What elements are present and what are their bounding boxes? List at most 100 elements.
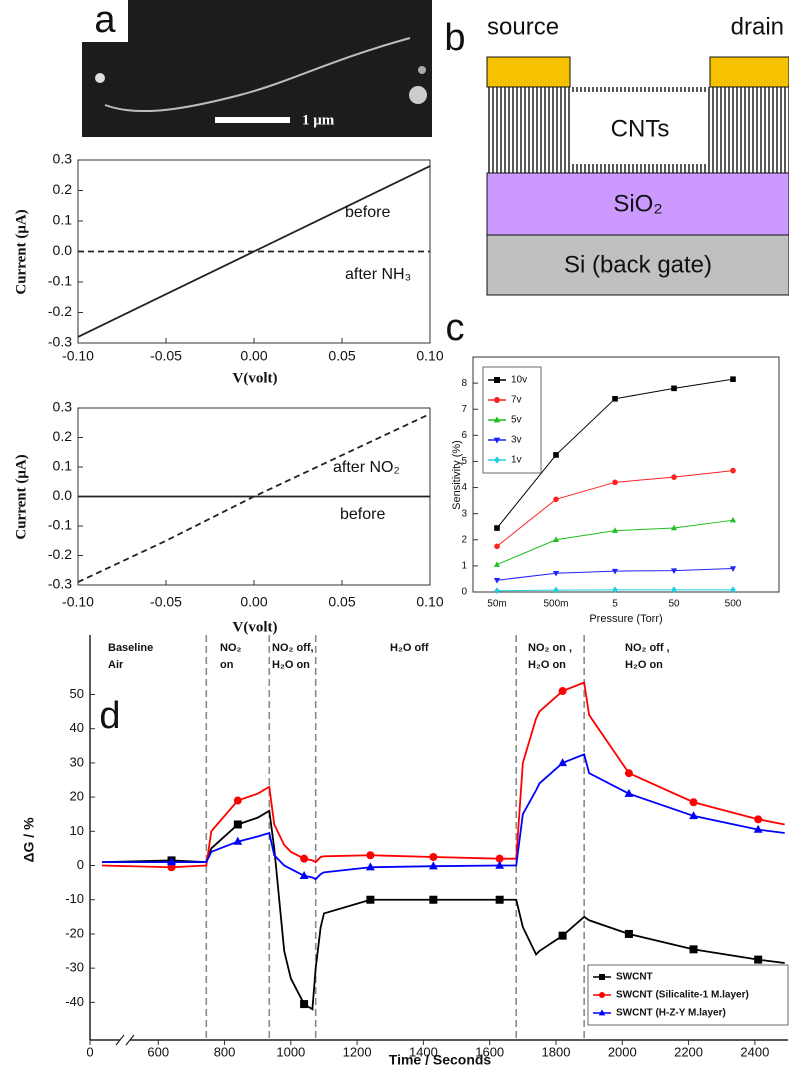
chart: -0.3 -0.2 -0.1 0.0 0.1 0.2 0.3 -0.10 -0.05 0.00 0.…	[13, 151, 443, 387]
marker	[671, 586, 677, 594]
y-tick-label: 6	[461, 430, 467, 441]
marker	[494, 587, 500, 595]
y-tick-label: 0.3	[53, 151, 73, 167]
marker	[671, 385, 677, 392]
y-tick-label: -40	[65, 994, 84, 1009]
marker	[494, 456, 500, 464]
x-tick-label: -0.10	[62, 348, 94, 364]
plot-frame	[472, 356, 780, 593]
marker	[167, 857, 176, 866]
marker	[753, 824, 763, 833]
marker	[671, 474, 677, 480]
y-tick-label: -0.2	[48, 546, 72, 562]
series-line	[77, 413, 431, 583]
marker	[729, 516, 737, 523]
marker	[366, 851, 375, 860]
y-tick-label: 0	[77, 857, 84, 872]
y-axis-label: Current (μA)	[13, 454, 29, 539]
x-tick-label: 800	[214, 1044, 236, 1059]
marker	[611, 527, 619, 533]
marker	[494, 543, 500, 550]
series-label: after NH₃	[345, 266, 411, 283]
y-tick-label: 8	[461, 378, 467, 389]
marker	[689, 945, 698, 954]
marker	[493, 437, 501, 444]
chart: 0 1 2 3 4 5 6 7 8 50m 500m 5 50 500 10v 7v 5v 3v 1v Pressur…	[451, 356, 780, 625]
marker	[494, 377, 500, 383]
y-tick-label: 2	[461, 534, 467, 545]
y-tick-label: 40	[70, 720, 84, 735]
marker	[300, 854, 309, 863]
phase-label: on	[220, 659, 234, 671]
y-axis-label: Current (μA)	[13, 209, 29, 294]
phase-label: NO₂ off,	[272, 642, 314, 654]
marker	[558, 687, 567, 696]
marker	[599, 974, 605, 980]
y-tick-label: -0.2	[48, 303, 72, 319]
x-axis-label: V(volt)	[233, 370, 278, 386]
gate-label: Si (back gate)	[564, 251, 712, 278]
marker	[612, 479, 618, 486]
marker	[299, 870, 309, 879]
y-tick-label: -0.1	[48, 273, 72, 289]
series-line	[102, 753, 785, 881]
y-tick-label: 0.2	[53, 428, 73, 444]
y-tick-label: 0.3	[53, 399, 73, 415]
series-label: before	[345, 204, 390, 221]
x-tick-label: 0.00	[240, 594, 267, 610]
marker	[233, 820, 242, 829]
marker	[300, 1000, 309, 1009]
schematic: b source drain CNTs SiO₂ Si (back gate)	[444, 13, 789, 296]
marker	[612, 395, 618, 402]
x-tick-label: 1000	[276, 1044, 305, 1059]
y-axis-label: ΔG / %	[21, 817, 37, 863]
marker	[611, 568, 619, 575]
marker	[624, 788, 634, 797]
phase-label: Baseline	[108, 642, 153, 654]
marker	[754, 955, 763, 964]
x-tick-label: 50m	[487, 599, 506, 610]
marker	[754, 815, 763, 824]
legend-label: SWCNT	[616, 972, 653, 983]
legend-label: SWCNT (H-Z-Y M.layer)	[616, 1008, 726, 1019]
y-tick-label: -20	[65, 925, 84, 940]
x-tick-label: 500	[725, 599, 742, 610]
y-tick-label: 30	[70, 754, 84, 769]
marker	[553, 496, 559, 503]
x-tick-label: 1600	[475, 1044, 504, 1059]
y-tick-label: 20	[70, 789, 84, 804]
x-tick-label: 50	[668, 599, 680, 610]
marker	[429, 895, 438, 904]
phase-label: Air	[108, 659, 124, 671]
drain-label: drain	[731, 13, 784, 40]
marker	[429, 852, 438, 861]
series-label: after NO₂	[333, 459, 400, 476]
marker	[428, 861, 438, 870]
marker	[689, 811, 698, 820]
marker	[365, 862, 375, 871]
source-label: source	[487, 13, 559, 40]
channel-label: CNTs	[611, 115, 670, 142]
marker	[494, 397, 500, 403]
x-tick-label: -0.05	[150, 594, 182, 610]
marker	[495, 854, 504, 863]
marker	[729, 566, 737, 572]
scale-label: 1 μm	[302, 112, 335, 128]
legend-label: 1v	[511, 455, 522, 466]
marker	[233, 836, 243, 845]
legend-label: 5v	[511, 415, 522, 426]
y-tick-label: 5	[461, 456, 467, 467]
phase-label: H₂O on	[272, 659, 310, 671]
marker	[558, 931, 567, 940]
marker	[495, 860, 505, 869]
legend-label: 7v	[511, 395, 522, 406]
marker	[233, 796, 242, 805]
y-tick-label: 1	[461, 561, 467, 572]
x-tick-label: -0.10	[62, 594, 94, 610]
marker	[612, 586, 618, 594]
marker	[730, 376, 736, 382]
legend-box	[587, 964, 789, 1026]
x-tick-label: 1800	[542, 1044, 571, 1059]
marker	[599, 992, 605, 998]
afm-image: 1 μm a	[82, 0, 432, 137]
